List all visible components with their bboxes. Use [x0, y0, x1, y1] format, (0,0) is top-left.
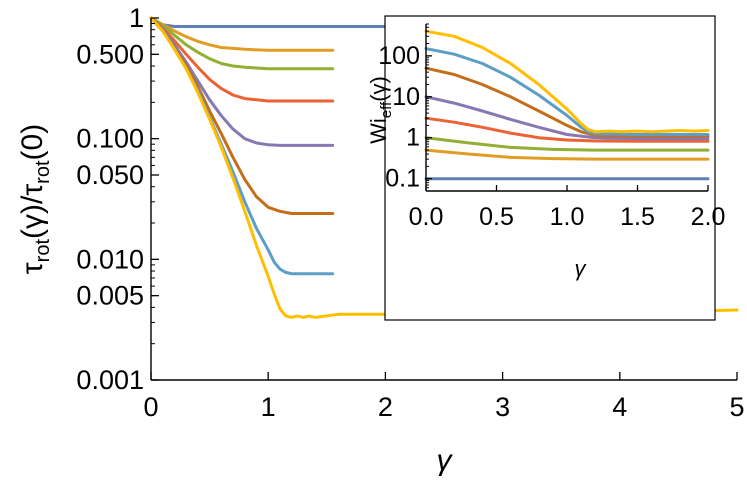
inset-y-tick-label: 100 [378, 42, 420, 70]
inset-x-tick-label: 0.0 [409, 203, 444, 231]
main-y-tick-label: 0.010 [76, 244, 144, 274]
main-x-tick-label: 0 [143, 392, 158, 422]
main-x-tick-label: 4 [612, 392, 627, 422]
main-y-ticks: 1 0.500 0.100 0.050 0.010 0.005 0.001 [76, 3, 159, 395]
inset-y-tick-label: 10 [392, 83, 420, 111]
inset-plot: 0.0 0.5 1.0 1.5 2.0 100 10 1 0.1 γ Wieff(γ) [366, 15, 726, 321]
main-y-tick-label: 0.100 [76, 124, 144, 154]
main-y-tick-label: 0.050 [76, 160, 144, 190]
main-x-tick-label: 5 [729, 392, 744, 422]
inset-x-tick-label: 1.0 [550, 203, 585, 231]
main-y-tick-label: 0.001 [76, 365, 144, 395]
inset-y-tick-label: 0.1 [385, 165, 420, 193]
main-x-tick-label: 2 [378, 392, 393, 422]
inset-series-line-s8 [424, 29, 710, 134]
main-series-line-s4 [149, 16, 335, 103]
main-y-tick-label: 0.500 [76, 39, 144, 69]
inset-series-line-s2 [424, 148, 710, 161]
main-y-tick-label: 1 [129, 3, 144, 33]
inset-y-axis-title: Wieff(γ) [366, 76, 395, 144]
inset-series-line-s4 [424, 116, 710, 143]
main-series-line-s3 [149, 16, 335, 71]
inset-series-group [424, 29, 710, 181]
inset-x-ticks: 0.0 0.5 1.0 1.5 2.0 [409, 185, 726, 231]
main-x-tick-label: 1 [261, 392, 276, 422]
inset-y-tick-label: 1 [406, 124, 420, 152]
main-series-line-s5 [149, 16, 335, 147]
inset-y-ticks: 100 10 1 0.1 [378, 23, 432, 193]
inset-series-line-s3 [424, 136, 710, 152]
inset-x-tick-label: 0.5 [479, 203, 514, 231]
inset-frame [384, 15, 716, 321]
inset-x-tick-label: 2.0 [691, 203, 726, 231]
main-x-axis-title: γ [437, 444, 454, 477]
inset-series-line-s7 [424, 47, 710, 136]
main-y-tick-label: 0.005 [76, 281, 144, 311]
main-x-tick-label: 3 [495, 392, 510, 422]
main-series-line-s2 [149, 16, 335, 52]
inset-series-line-s5 [424, 95, 710, 141]
main-series-line-s1 [149, 16, 387, 28]
main-y-axis-title: τrot(γ)/τrot(0) [16, 124, 54, 274]
main-x-ticks: 0 1 2 3 4 5 [143, 372, 745, 422]
inset-x-tick-label: 1.5 [620, 203, 655, 231]
inset-x-axis-title: γ [575, 256, 588, 281]
